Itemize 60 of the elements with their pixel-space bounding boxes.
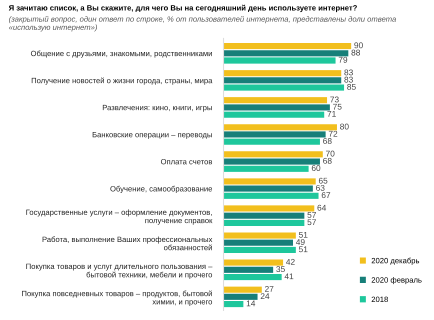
data-label: 41 <box>284 273 294 280</box>
data-label: 51 <box>298 246 308 252</box>
bar <box>224 301 244 308</box>
data-label: 73 <box>330 96 339 102</box>
data-label: 27 <box>265 286 274 292</box>
data-label: 67 <box>322 192 330 198</box>
data-label: 68 <box>323 158 332 164</box>
bar <box>224 220 304 226</box>
data-label: 71 <box>327 111 336 117</box>
data-label: 72 <box>328 130 338 137</box>
data-label: 64 <box>317 204 326 211</box>
bar <box>224 70 342 76</box>
bar <box>224 274 282 280</box>
bar <box>224 166 309 172</box>
bar <box>224 124 337 130</box>
bar <box>224 186 313 192</box>
bar <box>224 212 304 219</box>
bar <box>224 57 336 64</box>
bar <box>224 77 342 84</box>
bar <box>224 158 320 165</box>
data-label: 63 <box>316 184 325 191</box>
data-label: 83 <box>344 76 353 83</box>
data-label: 85 <box>347 84 356 90</box>
data-label: 88 <box>351 50 360 56</box>
bar <box>224 97 328 104</box>
bar <box>224 260 284 266</box>
bar <box>224 246 296 254</box>
data-label: 83 <box>344 69 353 76</box>
data-label: 24 <box>260 293 270 300</box>
data-label: 75 <box>333 104 342 110</box>
bar <box>224 131 326 138</box>
data-label: 90 <box>354 42 363 48</box>
data-label: 65 <box>318 178 328 184</box>
bar <box>224 294 258 300</box>
bar <box>224 112 324 118</box>
data-label: 79 <box>338 56 348 63</box>
bar <box>224 192 319 199</box>
bar <box>224 178 316 184</box>
data-label: 14 <box>246 300 256 306</box>
bar <box>224 205 314 212</box>
data-label: 57 <box>307 212 316 218</box>
data-label: 51 <box>298 232 308 238</box>
bar <box>224 266 274 273</box>
data-label: 57 <box>307 219 316 226</box>
bar <box>224 232 296 239</box>
data-label: 68 <box>323 138 332 144</box>
bar <box>224 138 320 145</box>
bar <box>224 43 352 50</box>
bar <box>224 104 330 110</box>
bar <box>224 84 344 91</box>
data-label: 49 <box>296 239 305 245</box>
data-label: 70 <box>326 150 335 157</box>
bar <box>224 240 294 246</box>
data-label: 80 <box>340 124 349 130</box>
bar <box>224 286 262 293</box>
bar <box>224 151 323 158</box>
data-label: 35 <box>276 266 285 272</box>
bar <box>224 50 348 56</box>
data-label: 60 <box>312 165 320 171</box>
data-label: 42 <box>286 258 295 265</box>
